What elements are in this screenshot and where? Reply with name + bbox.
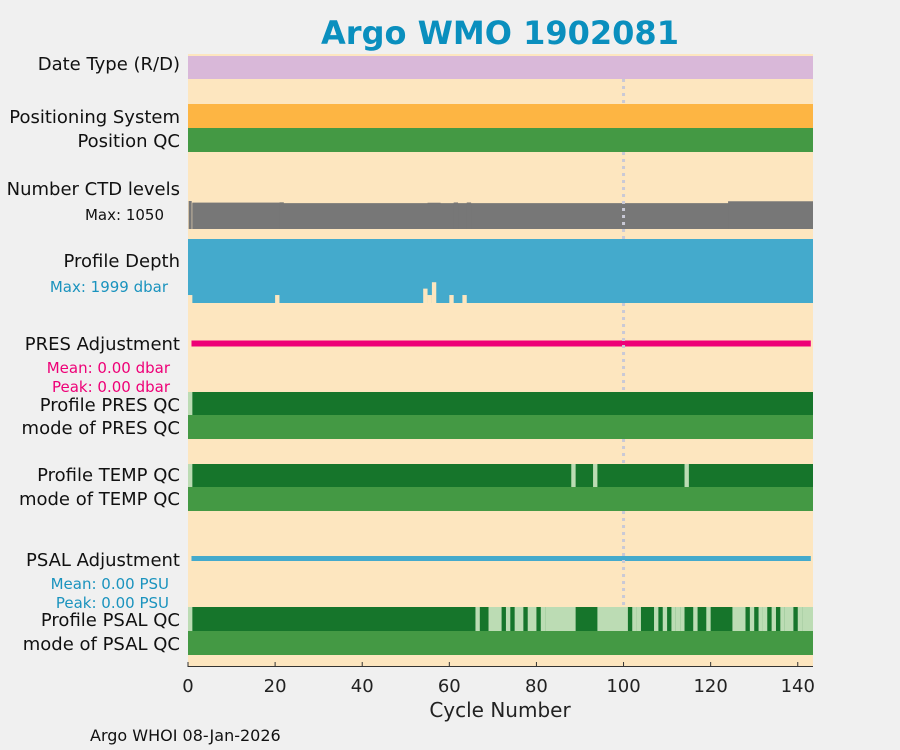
x-axis-label: Cycle Number — [429, 698, 571, 722]
profile-temp-qc-light-cycle — [593, 464, 598, 487]
ctd-levels-segment — [728, 201, 813, 229]
x-tick-label: 0 — [182, 676, 193, 697]
row-sublabel: Mean: 0.00 dbar — [47, 359, 171, 377]
row-label: Number CTD levels — [7, 179, 180, 200]
positioning-system-bar — [188, 104, 813, 128]
profile-psal-qc-light-cycle — [597, 607, 628, 631]
row-label: Position QC — [77, 131, 180, 152]
ctd-levels-segment — [192, 202, 280, 229]
ctd-levels-bar — [192, 203, 813, 229]
profile-psal-qc-light-cycle — [654, 607, 659, 631]
position-qc-bar — [188, 128, 813, 152]
profile-depth-gap — [449, 295, 454, 303]
row-label: Profile TEMP QC — [37, 465, 180, 486]
profile-psal-qc-light-cycle — [749, 607, 755, 631]
x-tick-label: 140 — [781, 676, 815, 697]
ctd-levels-segment — [427, 202, 441, 229]
ctd-levels-segment — [453, 202, 459, 229]
ctd-levels-spike — [188, 201, 192, 229]
row-label: mode of TEMP QC — [19, 489, 180, 510]
profile-depth-gap — [462, 295, 467, 303]
chart-title: Argo WMO 1902081 — [321, 14, 679, 52]
profile-psal-qc-light-cycle — [758, 607, 763, 631]
row-label: Date Type (R/D) — [38, 54, 180, 75]
profile-psal-qc-light-cycle — [505, 607, 511, 631]
profile-psal-qc-light-cycle — [675, 607, 681, 631]
row-label: Positioning System — [9, 107, 180, 128]
profile-temp-qc-light-cycle — [684, 464, 689, 487]
row-label: Profile Depth — [63, 251, 180, 272]
row-sublabel: Peak: 0.00 PSU — [56, 594, 169, 612]
mode-pres-qc-bar — [188, 415, 813, 439]
profile-pres-qc-light-cycle — [188, 392, 193, 415]
x-tick-label: 40 — [351, 676, 374, 697]
profile-psal-qc-light-cycle — [514, 607, 524, 631]
row-label: Profile PRES QC — [40, 395, 180, 416]
x-tick-label: 120 — [693, 676, 727, 697]
mode-psal-qc-bar — [188, 631, 813, 655]
pres-adjustment-line — [191, 340, 811, 347]
profile-depth-bar — [188, 239, 813, 303]
footer-text: Argo WHOI 08-Jan-2026 — [90, 726, 281, 745]
profile-psal-qc-light-cycle — [671, 607, 676, 631]
profile-depth-gap — [431, 282, 437, 303]
row-label: PRES Adjustment — [25, 334, 180, 355]
row-label: Profile PSAL QC — [41, 610, 180, 631]
date-type-bar — [188, 56, 813, 79]
row-sublabel: Mean: 0.00 PSU — [51, 575, 169, 593]
profile-depth-gap — [427, 295, 432, 303]
row-sublabel: Peak: 0.00 dbar — [52, 378, 171, 396]
ctd-levels-segment — [279, 202, 284, 229]
mode-temp-qc-bar — [188, 487, 813, 511]
profile-depth-gap — [275, 295, 280, 303]
profile-psal-qc-light-cycle — [488, 607, 502, 631]
profile-psal-qc-light-cycle — [545, 607, 576, 631]
profile-psal-qc-light-cycle — [732, 607, 746, 631]
profile-temp-qc-light-cycle — [571, 464, 576, 487]
row-labels: Date Type (R/D) Positioning System Positio… — [7, 54, 180, 655]
plot-background — [188, 54, 813, 667]
profile-temp-qc-bar — [188, 464, 813, 487]
row-label: mode of PRES QC — [22, 418, 180, 439]
row-sublabel: Max: 1050 — [85, 206, 164, 224]
profile-psal-qc-light-cycle — [636, 607, 641, 631]
profile-psal-qc-light-cycle — [632, 607, 637, 631]
x-tick-label: 20 — [264, 676, 287, 697]
x-tick-label: 100 — [606, 676, 640, 697]
profile-psal-qc-light-cycle — [797, 607, 803, 631]
profile-psal-qc-light-cycle — [771, 607, 776, 631]
profile-psal-qc-light-cycle — [540, 607, 546, 631]
ctd-levels-segment — [466, 202, 472, 229]
profile-depth-gap — [423, 288, 428, 303]
profile-pres-qc-bar — [188, 392, 813, 415]
psal-adjustment-line — [191, 556, 811, 561]
profile-psal-qc-light-cycle — [802, 607, 813, 631]
profile-psal-qc-light-cycle — [706, 607, 711, 631]
row-sublabel: Max: 1999 dbar — [50, 278, 169, 296]
profile-depth-gap — [188, 295, 193, 303]
row-label: PSAL Adjustment — [26, 550, 180, 571]
profile-psal-qc-light-cycle — [693, 607, 698, 631]
x-axis: 0 20 40 60 80 100 120 140 — [182, 662, 815, 697]
profile-psal-qc-light-cycle — [780, 607, 785, 631]
plot-bars — [188, 56, 813, 655]
profile-temp-qc-light-cycle — [188, 464, 193, 487]
profile-psal-qc-light-cycle — [527, 607, 537, 631]
profile-psal-qc-light-cycle — [662, 607, 668, 631]
row-label: mode of PSAL QC — [23, 634, 180, 655]
profile-psal-qc-light-cycle — [762, 607, 768, 631]
x-tick-label: 80 — [525, 676, 548, 697]
x-tick-label: 60 — [438, 676, 461, 697]
profile-psal-qc-light-cycle — [784, 607, 794, 631]
profile-psal-qc-light-cycle — [188, 607, 193, 631]
profile-psal-qc-light-cycle — [680, 607, 685, 631]
profile-psal-qc-light-cycle — [475, 607, 480, 631]
